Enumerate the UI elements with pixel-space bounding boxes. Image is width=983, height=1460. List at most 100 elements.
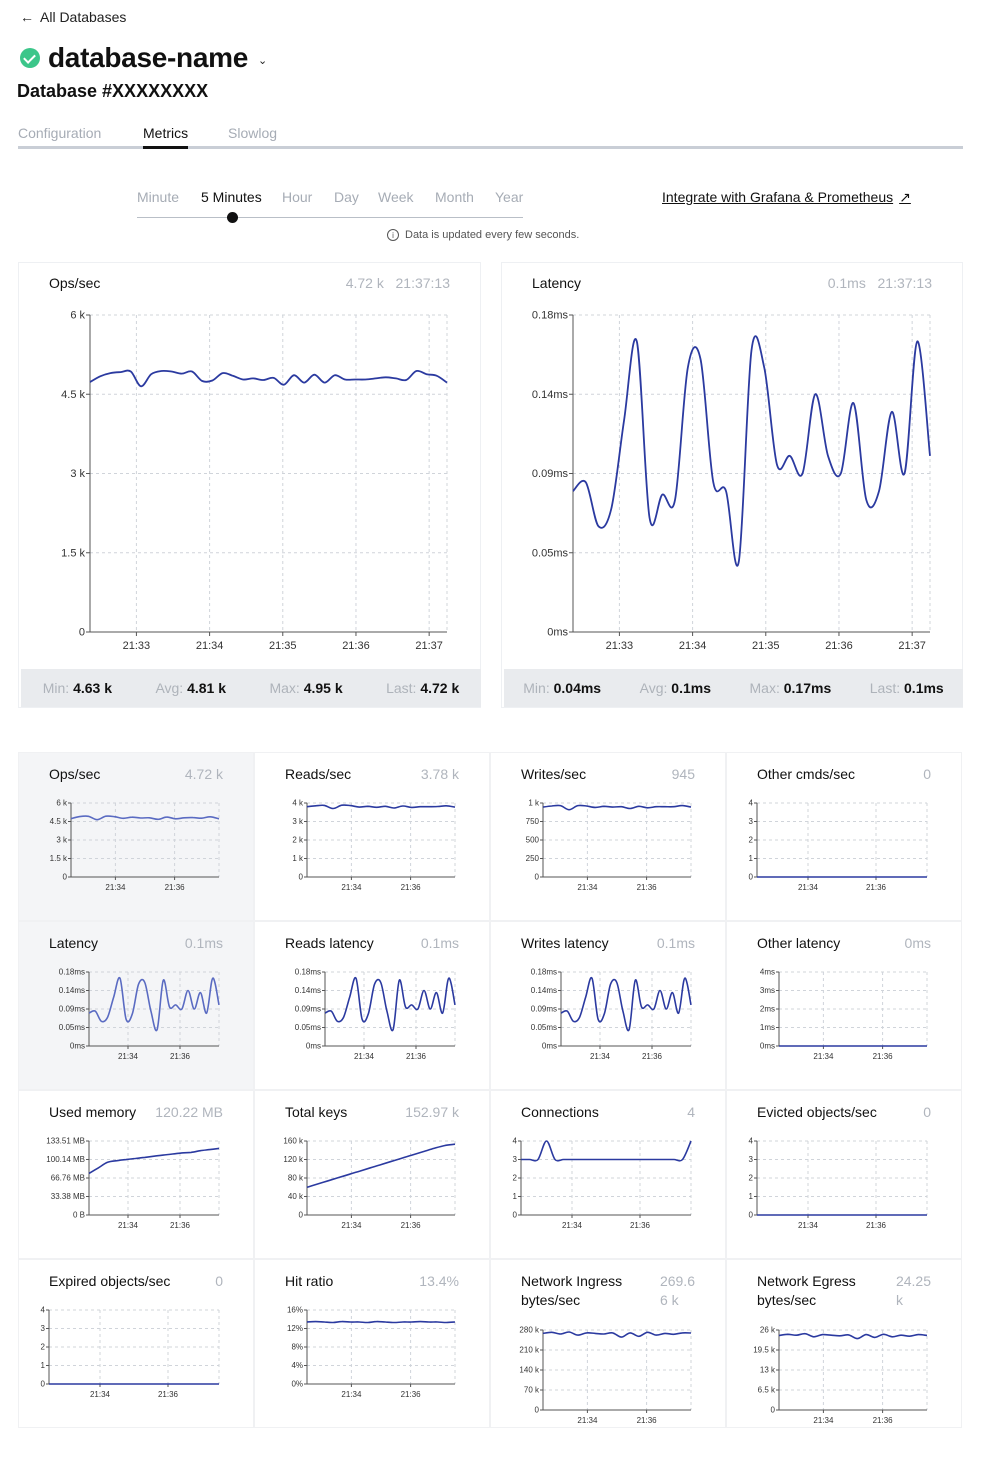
range-slider-track[interactable] xyxy=(137,217,523,218)
y-tick-label: 0 xyxy=(79,627,85,639)
update-info: i Data is updated every few seconds. xyxy=(387,229,579,241)
x-tick-label: 21:34 xyxy=(813,1052,834,1061)
y-tick-label: 3 xyxy=(749,1155,754,1164)
stats-bar: Min: 4.63 k Avg: 4.81 k Max: 4.95 k Last… xyxy=(21,669,481,707)
x-tick-label: 21:36 xyxy=(342,640,370,652)
y-tick-label: 0 xyxy=(299,1211,304,1220)
tab-metrics[interactable]: Metrics xyxy=(143,125,189,149)
metric-title: Reads latency xyxy=(285,935,374,951)
metric-card-other-latency[interactable]: 4ms 3ms 2ms 1ms 0ms 21:34 21:36 Other latency 0m… xyxy=(726,921,962,1090)
metric-card-writes-sec[interactable]: 1 k 750 500 250 0 21:34 21:36 Writes/sec 945 xyxy=(490,752,726,921)
series-line xyxy=(542,1331,692,1338)
x-tick-label: 21:34 xyxy=(679,640,707,652)
range-week[interactable]: Week xyxy=(378,189,414,205)
range-minute[interactable]: Minute xyxy=(137,189,180,205)
x-tick-label: 21:34 xyxy=(105,883,126,892)
metric-sparkline-chart: 4 3 2 1 0 21:34 21:36 xyxy=(749,1137,928,1230)
range-hour[interactable]: Hour xyxy=(282,189,313,205)
metric-card-total-keys[interactable]: 160 k 120 k 80 k 40 k 0 21:34 21:36 Total keys 1… xyxy=(254,1090,490,1259)
x-tick-label: 21:34 xyxy=(577,1416,598,1425)
metric-card-latency[interactable]: 0.18ms 0.14ms 0.09ms 0.05ms 0ms 21:34 21:36 Lat… xyxy=(18,921,254,1090)
current-value: 0.1ms xyxy=(827,275,866,291)
card-current-value: 0.1ms 21:37:13 xyxy=(828,275,932,291)
range-year[interactable]: Year xyxy=(495,189,524,205)
metric-card-network-ingress-bytes-sec[interactable]: 280 k 210 k 140 k 70 k 0 21:34 21:36 Network In… xyxy=(490,1259,726,1428)
y-tick-label: 6.5 k xyxy=(758,1386,776,1395)
metric-value: 24.25 k xyxy=(895,1273,931,1308)
chevron-down-icon[interactable]: ⌄ xyxy=(257,54,268,67)
metric-card-expired-objects-sec[interactable]: 4 3 2 1 0 21:34 21:36 Expired objects/sec 0 xyxy=(18,1259,254,1428)
x-tick-label: 21:36 xyxy=(401,1221,422,1230)
x-tick-label: 21:34 xyxy=(813,1416,834,1425)
range-day[interactable]: Day xyxy=(334,189,359,205)
series-line xyxy=(306,1143,456,1189)
metric-card-reads-sec[interactable]: 4 k 3 k 2 k 1 k 0 21:34 21:36 Reads/sec 3.78 k xyxy=(254,752,490,921)
metric-value: 0 xyxy=(923,1104,931,1120)
y-tick-label: 0 xyxy=(749,1211,754,1220)
series-line xyxy=(572,335,931,567)
y-tick-label: 0 B xyxy=(73,1211,85,1220)
y-tick-label: 1.5 k xyxy=(61,547,85,559)
range-month[interactable]: Month xyxy=(435,189,474,205)
avg-value: 4.81 k xyxy=(187,680,227,696)
y-tick-label: 3 k xyxy=(70,468,85,480)
y-tick-label: 100.14 MB xyxy=(46,1155,85,1164)
y-tick-label: 0 xyxy=(299,873,304,882)
y-tick-label: 0.18ms xyxy=(59,968,85,977)
avg-label: Avg: xyxy=(155,680,184,696)
ops-sec-line-chart: 6 k 4.5 k 3 k 1.5 k 0 21:33 21:34 21:35 21:36 21:… xyxy=(61,310,448,652)
latency-main-card: Latency 0.1ms 21:37:13 0.18ms 0.14ms 0.09m… xyxy=(501,262,963,708)
avg-value: 0.1ms xyxy=(671,680,711,696)
y-tick-label: 0 xyxy=(535,873,540,882)
x-tick-label: 21:36 xyxy=(637,1416,658,1425)
tab-bar: Configuration Metrics Slowlog xyxy=(18,124,963,149)
y-tick-label: 4.5 k xyxy=(61,389,85,401)
series-line xyxy=(324,976,456,1032)
tab-slowlog[interactable]: Slowlog xyxy=(228,125,278,141)
metric-card-reads-latency[interactable]: 0.18ms 0.14ms 0.09ms 0.05ms 0ms 21:34 21:36 Rea… xyxy=(254,921,490,1090)
metric-sparkline-chart: 280 k 210 k 140 k 70 k 0 21:34 21:36 xyxy=(519,1326,692,1425)
metric-card-network-egress-bytes-sec[interactable]: 26 k 19.5 k 13 k 6.5 k 0 21:34 21:36 Network Eg… xyxy=(726,1259,962,1428)
metric-card-hit-ratio[interactable]: 16% 12% 8% 4% 0% 21:34 21:36 Hit ratio 13.4% xyxy=(254,1259,490,1428)
metric-title: Hit ratio xyxy=(285,1273,334,1289)
metric-card-ops-sec[interactable]: 6 k 4.5 k 3 k 1.5 k 0 21:34 21:36 Ops/sec 4.72 k xyxy=(18,752,254,921)
range-slider-handle[interactable] xyxy=(227,212,238,223)
metric-sparkline-chart: 0.18ms 0.14ms 0.09ms 0.05ms 0ms 21:34 21:36 xyxy=(59,968,220,1061)
metric-title: Reads/sec xyxy=(285,766,352,782)
y-tick-label: 8% xyxy=(291,1343,303,1352)
range-5-minutes[interactable]: 5 Minutes xyxy=(201,189,262,205)
last-label: Last: xyxy=(869,680,901,696)
x-tick-label: 21:36 xyxy=(642,1052,663,1061)
y-tick-label: 80 k xyxy=(288,1174,304,1183)
x-tick-label: 21:33 xyxy=(123,640,151,652)
metric-title: Connections xyxy=(521,1104,599,1120)
x-tick-label: 21:36 xyxy=(873,1052,894,1061)
metric-sparkline-chart: 16% 12% 8% 4% 0% 21:34 21:36 xyxy=(287,1306,456,1399)
metric-sparkline-chart: 4 3 2 1 0 21:34 21:36 xyxy=(41,1306,220,1399)
grafana-link-label: Integrate with Grafana & Prometheus xyxy=(662,189,894,205)
max-value: 4.95 k xyxy=(303,680,343,696)
y-tick-label: 0 xyxy=(63,873,68,882)
x-tick-label: 21:36 xyxy=(866,1221,887,1230)
metric-sparkline-chart: 4 3 2 1 0 21:34 21:36 xyxy=(513,1137,692,1230)
x-tick-label: 21:34 xyxy=(590,1052,611,1061)
metric-card-used-memory[interactable]: 133.51 MB 100.14 MB 66.76 MB 33.38 MB 0 B 21:… xyxy=(18,1090,254,1259)
latency-line-chart: 0.18ms 0.14ms 0.09ms 0.05ms 0ms 21:33 21:34 21:… xyxy=(532,310,931,652)
max-label: Max: xyxy=(269,680,300,696)
metric-sparkline-chart: 4 k 3 k 2 k 1 k 0 21:34 21:36 xyxy=(292,799,456,892)
x-tick-label: 21:34 xyxy=(341,1221,362,1230)
grafana-integration-link[interactable]: Integrate with Grafana & Prometheus ↗ xyxy=(662,189,911,206)
metric-value: 4.72 k xyxy=(184,766,223,782)
y-tick-label: 0% xyxy=(291,1380,303,1389)
back-link[interactable]: ← All Databases xyxy=(20,9,126,25)
metric-card-connections[interactable]: 4 3 2 1 0 21:34 21:36 Connections 4 xyxy=(490,1090,726,1259)
y-tick-label: 26 k xyxy=(760,1326,776,1335)
metric-card-writes-latency[interactable]: 0.18ms 0.14ms 0.09ms 0.05ms 0ms 21:34 21:36 Wri… xyxy=(490,921,726,1090)
y-tick-label: 0ms xyxy=(306,1042,321,1051)
metric-card-other-cmds-sec[interactable]: 4 3 2 1 0 21:34 21:36 Other cmds/sec 0 xyxy=(726,752,962,921)
y-tick-label: 2 k xyxy=(292,836,304,845)
y-tick-label: 0.14ms xyxy=(295,986,321,995)
metric-card-evicted-objects-sec[interactable]: 4 3 2 1 0 21:34 21:36 Evicted objects/sec 0 xyxy=(726,1090,962,1259)
y-tick-label: 3 xyxy=(513,1155,518,1164)
tab-configuration[interactable]: Configuration xyxy=(18,125,102,141)
